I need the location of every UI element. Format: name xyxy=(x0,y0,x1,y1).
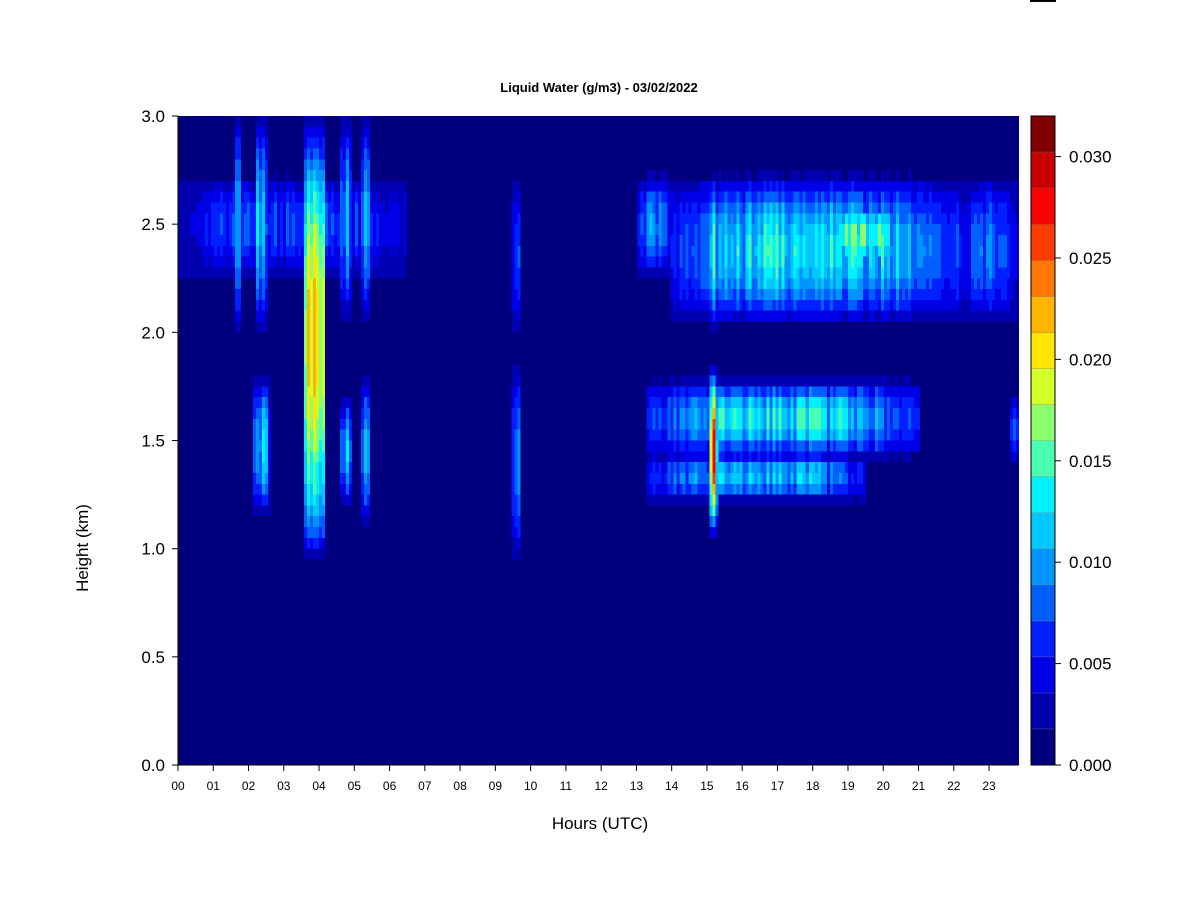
y-tick-label: 0.0 xyxy=(141,756,165,775)
colorbar-level xyxy=(1031,584,1055,622)
heatmap-field xyxy=(178,116,1019,765)
x-tick-label: 09 xyxy=(489,779,503,793)
colorbar-level xyxy=(1031,476,1055,514)
x-tick-label: 03 xyxy=(277,779,291,793)
colorbar-level xyxy=(1031,404,1055,441)
y-tick-label: 1.5 xyxy=(141,432,165,451)
colorbar: 0.000 0.005 0.010 0.015 0.020 0.025 0.030 xyxy=(1030,115,1112,775)
y-tick-label: 2.5 xyxy=(141,215,165,234)
x-tick-label: 10 xyxy=(524,779,538,793)
x-tick-label: 12 xyxy=(594,779,608,793)
x-axis: 00 01 02 03 04 05 06 07 08 09 10 11 12 13 14 15 16 17 18 19… xyxy=(171,764,1019,793)
colorbar-level xyxy=(1031,548,1055,586)
colorbar-tick-label: 0.015 xyxy=(1069,452,1112,471)
colorbar-frame xyxy=(1030,115,1056,766)
x-tick-label: 00 xyxy=(171,779,185,793)
colorbar-tick-label: 0.025 xyxy=(1069,249,1112,268)
x-tick-label: 01 xyxy=(207,779,221,793)
x-tick-label: 02 xyxy=(242,779,256,793)
colorbar-level xyxy=(1031,620,1055,658)
colorbar-tick-label: 0.020 xyxy=(1069,350,1112,369)
colorbar-level xyxy=(1031,332,1055,369)
colorbar-level xyxy=(1031,296,1055,333)
x-tick-label: 15 xyxy=(700,779,714,793)
colorbar-level xyxy=(1031,152,1055,189)
colorbar-tick-label: 0.000 xyxy=(1069,756,1112,775)
x-tick-label: 17 xyxy=(771,779,785,793)
x-tick-label: 14 xyxy=(665,779,679,793)
x-tick-label: 23 xyxy=(982,779,996,793)
colorbar-level xyxy=(1031,188,1055,225)
colorbar-level xyxy=(1031,116,1055,153)
colorbar-level xyxy=(1031,368,1055,405)
x-tick-label: 13 xyxy=(630,779,644,793)
colorbar-tick-label: 0.010 xyxy=(1069,553,1112,572)
colorbar-level xyxy=(1031,692,1055,730)
colorbar-tick-label: 0.005 xyxy=(1069,655,1112,674)
x-tick-label: 11 xyxy=(560,779,573,793)
x-tick-label: 06 xyxy=(383,779,397,793)
colorbar-tick-label: 0.030 xyxy=(1069,148,1112,167)
colorbar-level xyxy=(1031,656,1055,694)
y-tick-label: 0.5 xyxy=(141,648,165,667)
colorbar-level xyxy=(1031,224,1055,261)
x-tick-label: 20 xyxy=(877,779,891,793)
x-tick-label: 22 xyxy=(947,779,961,793)
x-tick-label: 16 xyxy=(736,779,750,793)
y-tick-label: 2.0 xyxy=(141,323,165,342)
colorbar-level xyxy=(1031,728,1055,766)
x-tick-label: 05 xyxy=(348,779,362,793)
x-tick-label: 18 xyxy=(806,779,820,793)
y-axis-label: Height (km) xyxy=(73,504,92,592)
plot-area xyxy=(178,116,1019,765)
x-tick-label: 07 xyxy=(418,779,432,793)
x-axis-label: Hours (UTC) xyxy=(552,814,648,833)
y-axis: 0.0 0.5 1.0 1.5 2.0 2.5 3.0 xyxy=(141,107,179,775)
colorbar-level xyxy=(1031,512,1055,550)
x-tick-label: 19 xyxy=(841,779,855,793)
chart-title: Liquid Water (g/m3) - 03/02/2022 xyxy=(500,80,697,95)
x-tick-label: 08 xyxy=(453,779,467,793)
corner-mark xyxy=(1030,0,1056,2)
x-tick-label: 21 xyxy=(912,779,926,793)
colorbar-level xyxy=(1031,260,1055,297)
colorbar-level xyxy=(1031,440,1055,478)
y-tick-label: 3.0 xyxy=(141,107,165,126)
y-tick-label: 1.0 xyxy=(141,540,165,559)
x-tick-label: 04 xyxy=(312,779,326,793)
